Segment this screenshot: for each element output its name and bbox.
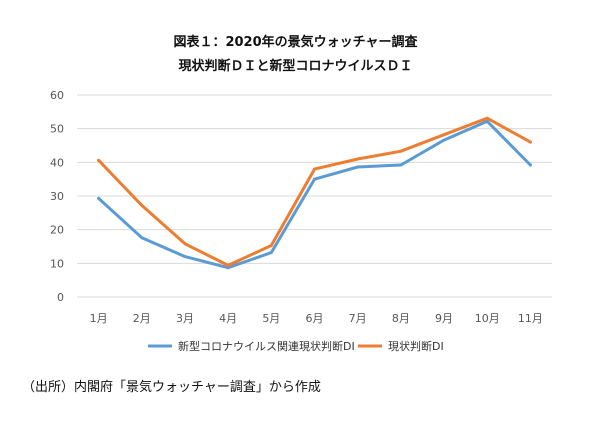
series-line-2 — [97, 116, 532, 267]
y-tick-label: 60 — [50, 89, 64, 102]
x-tick-label: 2月 — [133, 312, 151, 325]
data-point — [269, 243, 273, 247]
y-tick-label: 50 — [50, 123, 64, 136]
x-tick-label: 1月 — [90, 312, 108, 325]
x-tick-label: 10月 — [475, 312, 500, 325]
data-point — [399, 149, 403, 153]
data-point — [356, 157, 360, 161]
y-axis-tick-labels: 0 10 20 30 40 50 60 — [50, 89, 64, 304]
data-point — [399, 163, 403, 167]
data-point — [183, 255, 187, 259]
x-tick-label: 4月 — [219, 312, 237, 325]
x-tick-label: 8月 — [392, 312, 410, 325]
x-tick-label: 11月 — [518, 312, 543, 325]
legend-label-2: 現状判断DI — [388, 339, 444, 353]
y-tick-label: 10 — [50, 257, 64, 270]
x-tick-label: 3月 — [176, 312, 194, 325]
data-point — [97, 158, 101, 162]
y-gridlines — [77, 94, 552, 298]
y-tick-label: 30 — [50, 190, 64, 203]
data-point — [528, 163, 532, 167]
data-point — [313, 167, 316, 171]
x-tick-label: 9月 — [435, 312, 453, 325]
data-point — [442, 133, 446, 137]
series-lines — [97, 116, 532, 270]
data-point — [269, 251, 273, 255]
data-point — [485, 116, 489, 120]
data-point — [442, 138, 446, 142]
source-note: （出所）内閣府「景気ウォッチャー調査」から作成 — [22, 380, 321, 395]
data-point — [97, 196, 101, 200]
series-line-1 — [97, 119, 532, 270]
data-point — [226, 266, 230, 270]
y-tick-label: 0 — [57, 291, 64, 304]
x-tick-label: 7月 — [349, 312, 367, 325]
x-tick-label: 6月 — [306, 312, 324, 325]
chart-title-line-1: 図表１：2020年の景気ウォッチャー調査 — [173, 34, 418, 50]
data-point — [140, 236, 144, 240]
data-point — [183, 242, 187, 246]
y-tick-label: 20 — [50, 224, 64, 237]
data-point — [140, 203, 144, 207]
data-point — [356, 165, 360, 169]
chart-title-line-2: 現状判断ＤＩと新型コロナウイルスＤＩ — [178, 58, 412, 74]
legend-label-1: 新型コロナウイルス関連現状判断DI — [178, 339, 355, 353]
data-point — [528, 140, 532, 144]
data-point — [313, 177, 316, 181]
x-tick-label: 5月 — [262, 312, 280, 325]
y-tick-label: 40 — [50, 156, 64, 169]
legend: 新型コロナウイルス関連現状判断DI 現状判断DI — [148, 339, 444, 353]
data-point — [226, 263, 230, 267]
data-point — [485, 119, 489, 123]
x-axis-tick-labels: 1月 2月 3月 4月 5月 6月 7月 8月 9月 10月 11月 — [90, 312, 543, 325]
